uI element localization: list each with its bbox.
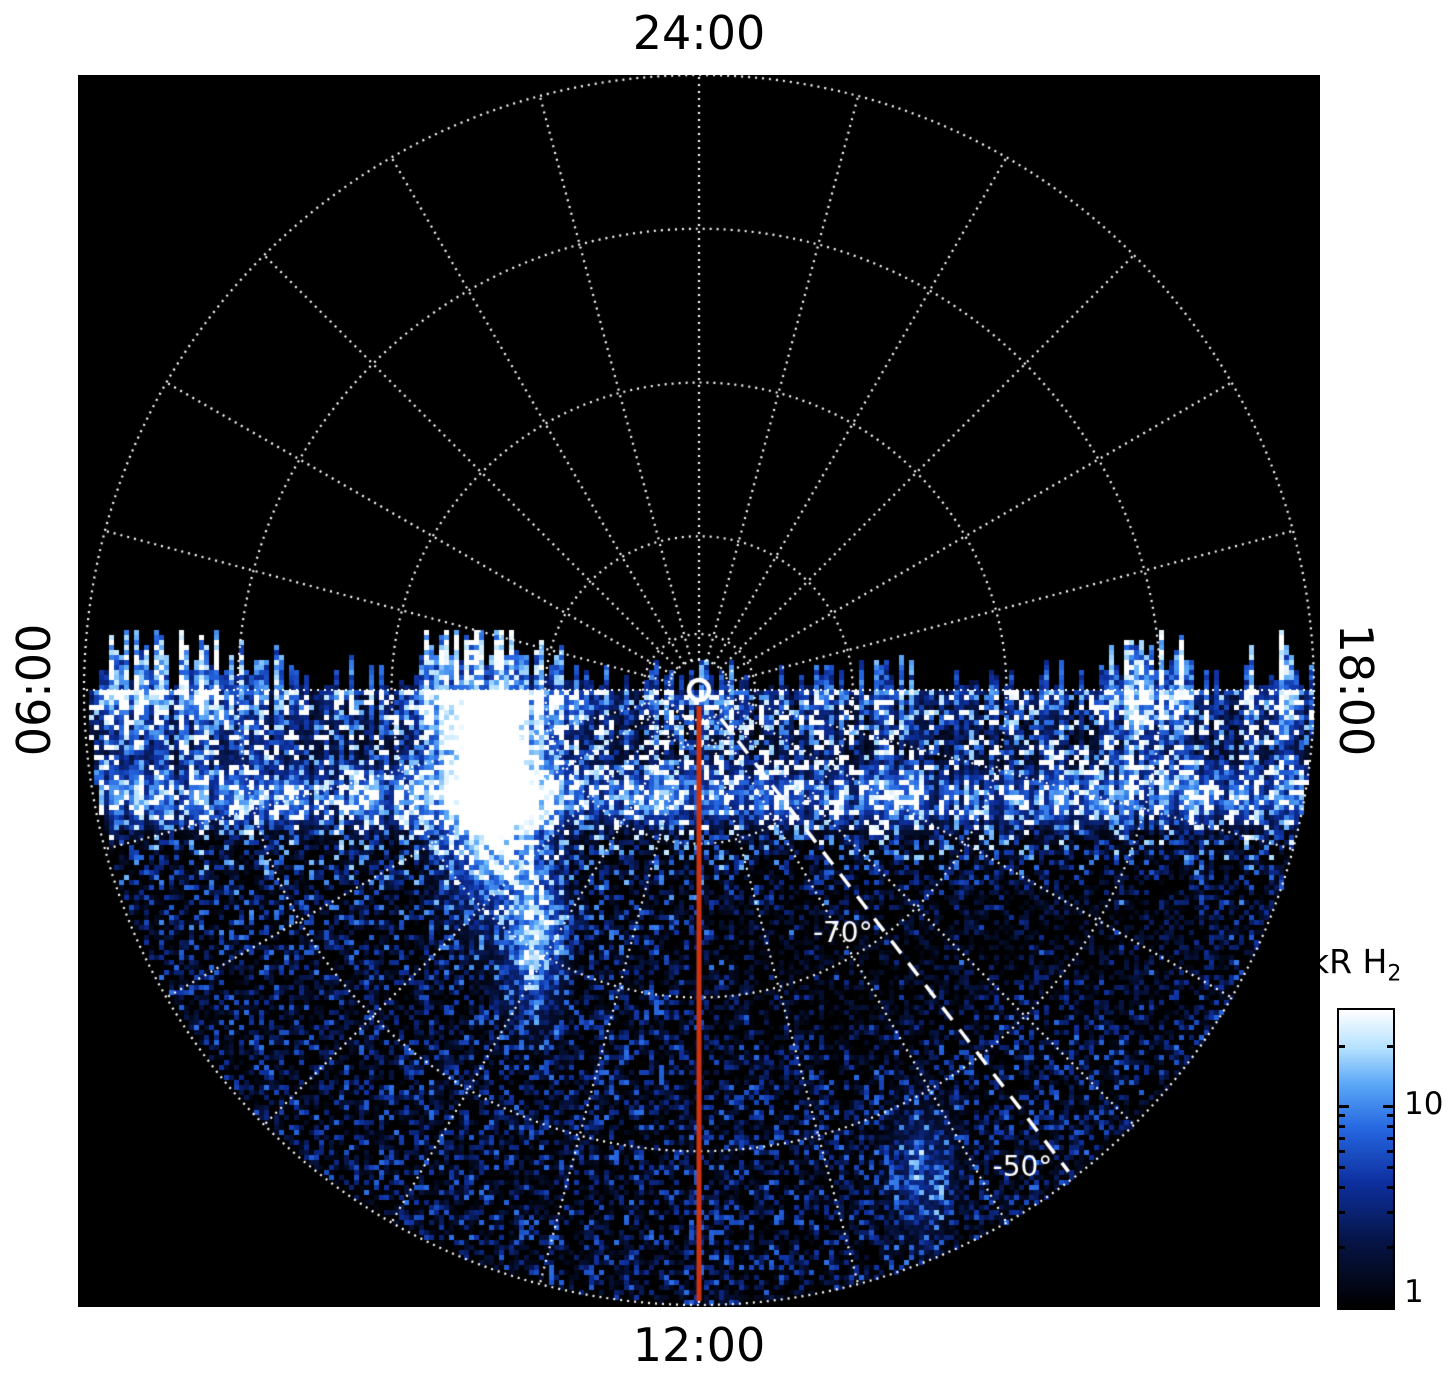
local-time-label-24: 24:00	[632, 6, 766, 60]
colorbar-tick-mark	[1387, 1150, 1393, 1153]
colorbar-label: kR H2	[1310, 942, 1401, 987]
colorbar-tick-mark	[1339, 1150, 1345, 1153]
colorbar-tick-mark	[1387, 1044, 1393, 1048]
colorbar-tick-mark	[1339, 1185, 1345, 1189]
polar-plot-canvas	[78, 75, 1320, 1307]
colorbar-tick-label-10: 10	[1404, 1086, 1444, 1122]
local-time-label-18: 18:00	[1329, 623, 1383, 757]
colorbar-tick-mark	[1339, 1305, 1349, 1308]
colorbar-tick-mark	[1387, 1124, 1393, 1128]
colorbar-tick-mark	[1387, 1114, 1393, 1118]
colorbar-label-main: kR H	[1310, 942, 1388, 981]
colorbar-tick-mark	[1387, 1165, 1393, 1169]
colorbar-tick-mark	[1339, 1044, 1345, 1048]
colorbar-tick-mark	[1383, 1105, 1393, 1109]
colorbar-label-sub: 2	[1387, 961, 1402, 987]
colorbar-tick-mark	[1339, 1114, 1345, 1118]
colorbar-tick-mark	[1339, 1246, 1345, 1250]
colorbar-tick-mark	[1387, 1246, 1393, 1250]
colorbar-tick-mark	[1339, 1136, 1345, 1140]
colorbar-tick-mark	[1387, 1185, 1393, 1189]
colorbar-tick-mark	[1339, 1105, 1349, 1109]
colorbar-tick-mark	[1339, 1210, 1345, 1214]
local-time-label-12: 12:00	[632, 1318, 766, 1372]
colorbar-tick-mark	[1339, 1124, 1345, 1128]
colorbar-tick-mark	[1383, 1305, 1393, 1308]
colorbar-tick-mark	[1387, 1136, 1393, 1140]
colorbar-tick-label-1: 1	[1404, 1274, 1424, 1310]
colorbar-tick-mark	[1339, 1165, 1345, 1169]
local-time-label-06: 06:00	[7, 623, 61, 757]
colorbar	[1337, 1008, 1395, 1310]
colorbar-tick-mark	[1387, 1210, 1393, 1214]
